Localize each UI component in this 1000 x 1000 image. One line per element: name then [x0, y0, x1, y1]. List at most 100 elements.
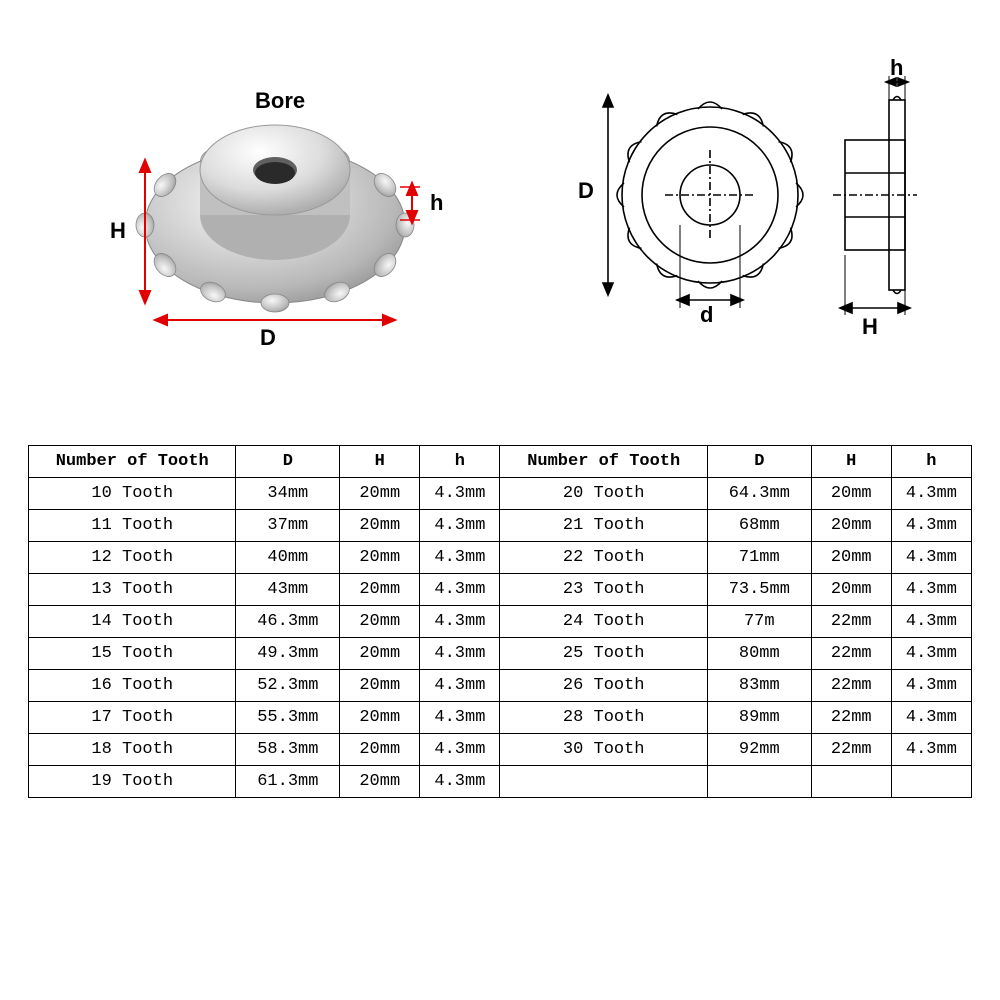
table-cell: 37mm: [236, 510, 340, 542]
table-cell: 20mm: [340, 766, 420, 798]
table-cell: 20mm: [811, 478, 891, 510]
table-cell: 26 Tooth: [500, 670, 707, 702]
table-body: 10 Tooth34mm20mm4.3mm20 Tooth64.3mm20mm4…: [29, 478, 972, 798]
table-cell: 30 Tooth: [500, 734, 707, 766]
table-cell: 4.3mm: [891, 702, 971, 734]
table-cell: 20mm: [340, 606, 420, 638]
table-cell: 20mm: [811, 574, 891, 606]
table-cell: 4.3mm: [420, 478, 500, 510]
table-cell: 71mm: [707, 542, 811, 574]
table-cell: 4.3mm: [420, 510, 500, 542]
table-cell: [707, 766, 811, 798]
spec-table: Number of Tooth D H h Number of Tooth D …: [28, 445, 972, 798]
table-row: 11 Tooth37mm20mm4.3mm21 Tooth68mm20mm4.3…: [29, 510, 972, 542]
table-cell: 22mm: [811, 702, 891, 734]
table-cell: 83mm: [707, 670, 811, 702]
table-cell: 22mm: [811, 734, 891, 766]
table-cell: 24 Tooth: [500, 606, 707, 638]
table-row: 12 Tooth40mm20mm4.3mm22 Tooth71mm20mm4.3…: [29, 542, 972, 574]
table-cell: 4.3mm: [891, 510, 971, 542]
th-D-2: D: [707, 446, 811, 478]
table-cell: 15 Tooth: [29, 638, 236, 670]
table-cell: 4.3mm: [420, 574, 500, 606]
table-cell: 61.3mm: [236, 766, 340, 798]
table-row: 10 Tooth34mm20mm4.3mm20 Tooth64.3mm20mm4…: [29, 478, 972, 510]
table-cell: 14 Tooth: [29, 606, 236, 638]
table-cell: 21 Tooth: [500, 510, 707, 542]
table-cell: 11 Tooth: [29, 510, 236, 542]
photo-h-label: h: [430, 190, 443, 216]
table-cell: 4.3mm: [420, 638, 500, 670]
table-cell: [891, 766, 971, 798]
table-cell: 40mm: [236, 542, 340, 574]
table-cell: 73.5mm: [707, 574, 811, 606]
table-cell: 52.3mm: [236, 670, 340, 702]
table-cell: [811, 766, 891, 798]
table-cell: 10 Tooth: [29, 478, 236, 510]
table-cell: 22mm: [811, 638, 891, 670]
table-cell: 17 Tooth: [29, 702, 236, 734]
table-cell: 20mm: [340, 542, 420, 574]
table-cell: 4.3mm: [420, 734, 500, 766]
table-cell: 20mm: [811, 542, 891, 574]
table-cell: 4.3mm: [891, 734, 971, 766]
table-cell: 20mm: [340, 574, 420, 606]
table-cell: 20mm: [340, 478, 420, 510]
th-tooth-2: Number of Tooth: [500, 446, 707, 478]
th-D-1: D: [236, 446, 340, 478]
table-cell: 19 Tooth: [29, 766, 236, 798]
table-cell: 77m: [707, 606, 811, 638]
line-h-label: h: [890, 55, 903, 81]
spec-table-wrap: Number of Tooth D H h Number of Tooth D …: [28, 445, 972, 798]
table-cell: 34mm: [236, 478, 340, 510]
table-cell: 22mm: [811, 606, 891, 638]
table-cell: 12 Tooth: [29, 542, 236, 574]
th-H-1: H: [340, 446, 420, 478]
th-h-2: h: [891, 446, 971, 478]
table-cell: 22mm: [811, 670, 891, 702]
line-H-label: H: [862, 314, 878, 340]
table-cell: 4.3mm: [891, 670, 971, 702]
table-cell: 4.3mm: [891, 638, 971, 670]
table-cell: 28 Tooth: [500, 702, 707, 734]
table-header-row: Number of Tooth D H h Number of Tooth D …: [29, 446, 972, 478]
table-cell: 16 Tooth: [29, 670, 236, 702]
photo-H-label: H: [110, 218, 126, 244]
photo-D-label: D: [260, 325, 276, 351]
table-cell: 20 Tooth: [500, 478, 707, 510]
bore-label: Bore: [255, 88, 305, 114]
table-cell: 55.3mm: [236, 702, 340, 734]
table-cell: 20mm: [340, 702, 420, 734]
table-cell: 4.3mm: [891, 606, 971, 638]
table-cell: 20mm: [340, 734, 420, 766]
table-cell: 23 Tooth: [500, 574, 707, 606]
table-cell: 64.3mm: [707, 478, 811, 510]
table-cell: [500, 766, 707, 798]
table-cell: 20mm: [340, 638, 420, 670]
table-cell: 4.3mm: [891, 574, 971, 606]
table-cell: 4.3mm: [420, 670, 500, 702]
table-cell: 20mm: [811, 510, 891, 542]
table-cell: 49.3mm: [236, 638, 340, 670]
table-row: 15 Tooth49.3mm20mm4.3mm25 Tooth80mm22mm4…: [29, 638, 972, 670]
table-cell: 18 Tooth: [29, 734, 236, 766]
th-H-2: H: [811, 446, 891, 478]
line-D-label: D: [578, 178, 594, 204]
diagram-area: Bore H D h: [0, 70, 1000, 370]
table-row: 16 Tooth52.3mm20mm4.3mm26 Tooth83mm22mm4…: [29, 670, 972, 702]
table-cell: 4.3mm: [891, 478, 971, 510]
line-sprocket-drawing: [600, 70, 950, 330]
table-cell: 89mm: [707, 702, 811, 734]
table-cell: 25 Tooth: [500, 638, 707, 670]
table-cell: 4.3mm: [891, 542, 971, 574]
table-row: 17 Tooth55.3mm20mm4.3mm28 Tooth89mm22mm4…: [29, 702, 972, 734]
table-cell: 4.3mm: [420, 542, 500, 574]
table-cell: 43mm: [236, 574, 340, 606]
table-row: 13 Tooth43mm20mm4.3mm23 Tooth73.5mm20mm4…: [29, 574, 972, 606]
table-cell: 4.3mm: [420, 766, 500, 798]
th-tooth-1: Number of Tooth: [29, 446, 236, 478]
table-cell: 4.3mm: [420, 702, 500, 734]
th-h-1: h: [420, 446, 500, 478]
table-cell: 92mm: [707, 734, 811, 766]
table-cell: 13 Tooth: [29, 574, 236, 606]
